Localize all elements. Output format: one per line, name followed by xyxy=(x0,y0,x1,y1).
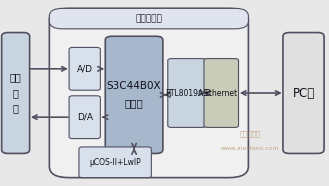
Text: 处理器: 处理器 xyxy=(125,98,143,108)
Text: 对: 对 xyxy=(13,88,18,98)
Text: μCOS-II+LwIP: μCOS-II+LwIP xyxy=(89,158,141,167)
FancyBboxPatch shape xyxy=(69,47,100,90)
Text: Ethernet: Ethernet xyxy=(205,89,238,97)
FancyBboxPatch shape xyxy=(49,8,248,178)
Text: A/D: A/D xyxy=(77,64,93,73)
Text: 嵌入式系统: 嵌入式系统 xyxy=(136,14,162,23)
Text: www.alecfans.com: www.alecfans.com xyxy=(221,146,279,151)
FancyBboxPatch shape xyxy=(105,36,163,153)
Text: 象: 象 xyxy=(13,104,18,114)
FancyBboxPatch shape xyxy=(79,147,151,178)
Text: RTL8019AS: RTL8019AS xyxy=(165,89,208,97)
FancyBboxPatch shape xyxy=(49,8,248,29)
Text: S3C44B0X: S3C44B0X xyxy=(107,81,162,92)
FancyBboxPatch shape xyxy=(283,33,324,153)
FancyBboxPatch shape xyxy=(2,33,30,153)
FancyBboxPatch shape xyxy=(168,59,206,127)
FancyBboxPatch shape xyxy=(204,59,239,127)
FancyBboxPatch shape xyxy=(69,96,100,139)
Text: 液位: 液位 xyxy=(10,72,21,82)
Text: PC机: PC机 xyxy=(292,86,315,100)
Text: D/A: D/A xyxy=(77,113,93,122)
Text: 电子发烧友: 电子发烧友 xyxy=(240,131,261,137)
